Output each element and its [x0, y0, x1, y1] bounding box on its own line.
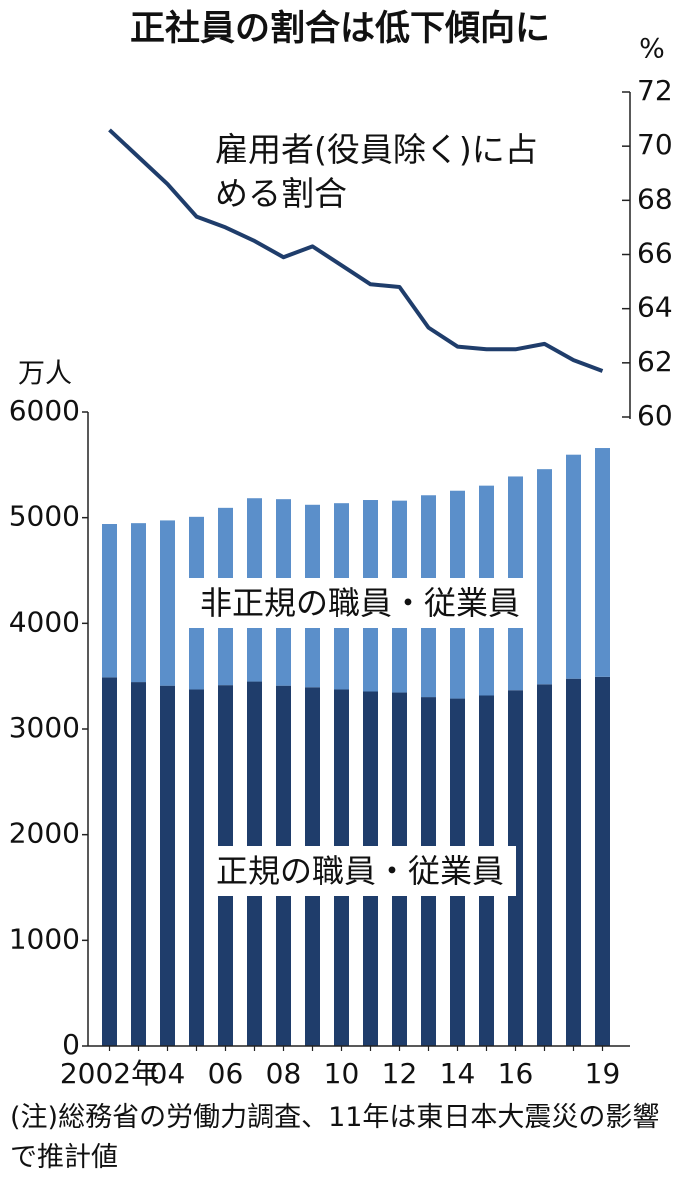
bar — [102, 677, 117, 1046]
bar — [102, 524, 117, 678]
y2-tick-label: 70 — [637, 128, 673, 161]
y-unit: 万人 — [18, 359, 72, 390]
line-label: 雇用者(役員除く)に占める割合 — [215, 130, 538, 213]
y-tick-label: 3000 — [9, 711, 80, 744]
bar — [131, 682, 146, 1046]
line — [108, 128, 604, 373]
y2-tick-label: 68 — [637, 182, 673, 215]
x-tick-label: 16 — [498, 1057, 534, 1090]
y-tick-label: 4000 — [9, 605, 80, 638]
bar — [189, 689, 204, 1046]
y2-tick-label: 66 — [637, 237, 673, 270]
y-tick-label: 1000 — [9, 922, 80, 955]
y2-tick-label: 62 — [637, 345, 673, 378]
bar — [595, 448, 610, 677]
bar — [537, 684, 552, 1046]
note: (注)総務省の労働力調査、11年は東日本大震災の影響で推計値 — [10, 1102, 660, 1173]
y-tick-label: 2000 — [9, 817, 80, 850]
x-tick-label: 10 — [324, 1057, 360, 1090]
y2-tick-label: 64 — [637, 291, 673, 324]
x-tick-label: 04 — [150, 1057, 186, 1090]
series-label: 正規の職員・従業員 — [216, 852, 504, 890]
chart-title: 正社員の割合は低下傾向に — [130, 9, 550, 49]
y2-unit: % — [639, 34, 665, 65]
y-tick-label: 0 — [62, 1028, 80, 1061]
x-tick-label: 19 — [585, 1057, 621, 1090]
x-tick-label: 08 — [266, 1057, 302, 1090]
x-tick-label: 06 — [208, 1057, 244, 1090]
bar — [595, 676, 610, 1046]
bar — [566, 454, 581, 679]
bar — [160, 685, 175, 1046]
bar — [566, 678, 581, 1046]
label-bg — [203, 846, 517, 896]
y2-tick-label: 60 — [637, 399, 673, 432]
label-bg — [187, 578, 533, 628]
bar — [537, 469, 552, 685]
y-tick-label: 6000 — [9, 394, 80, 427]
x-tick-label: 14 — [440, 1057, 476, 1090]
x-tick-label: 2002年 — [60, 1057, 159, 1090]
series-label: 非正規の職員・従業員 — [200, 584, 520, 622]
x-tick-label: 12 — [382, 1057, 418, 1090]
y-tick-label: 5000 — [9, 500, 80, 533]
y2-tick-label: 72 — [637, 74, 673, 107]
bar — [160, 520, 175, 686]
bar — [131, 523, 146, 683]
